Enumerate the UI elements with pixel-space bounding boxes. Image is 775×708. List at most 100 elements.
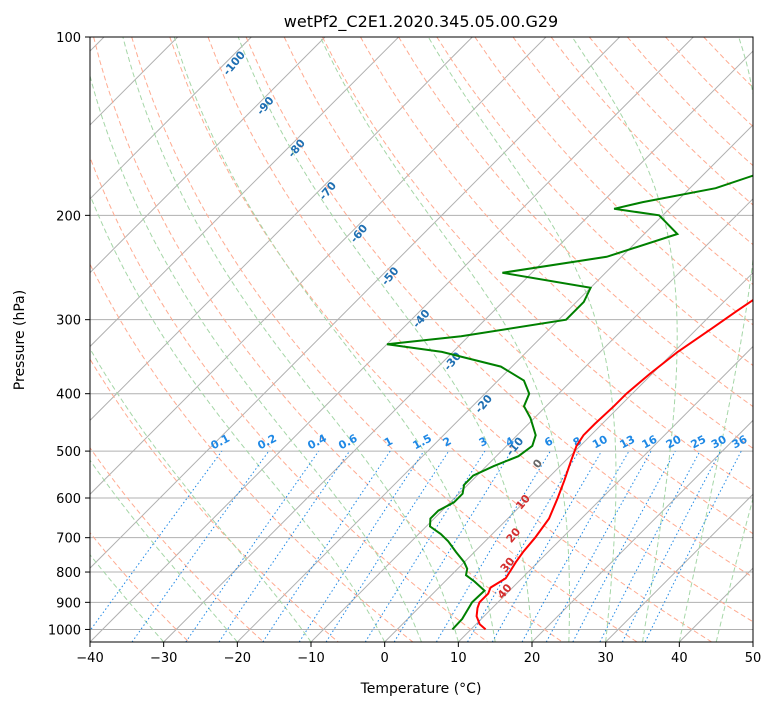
y-axis-label: Pressure (hPa) [12,290,28,390]
dry-adiabat [90,531,190,642]
dry-adiabat [474,37,753,326]
mixing-ratio-line [435,450,551,642]
mixing-ratio-line [644,450,742,642]
dry-adiabat [703,37,753,89]
x-tick-label: −10 [297,651,324,666]
dry-adiabat [90,263,414,642]
y-tick-label: 200 [56,209,81,224]
grid-layer: 0.1 0.2 0.4 0.6 1 1.5 2 3 4 6 8 10 13 16 20 25 30 36-100-… [90,37,753,642]
dry-adiabat [207,37,753,623]
plot-frame [89,36,754,643]
moist-adiabat-label: 20 [504,525,524,545]
mixing-ratio-line [545,450,652,642]
dry-adiabat [321,37,753,492]
moist-adiabat [237,37,533,642]
mixing-ratio-line [599,450,701,642]
moist-adiabat [90,74,422,642]
mixing-ratio-line [393,450,512,642]
mixing-ratio-line [90,450,223,632]
moist-adiabat [90,193,386,642]
dry-adiabat [245,37,753,578]
dry-adiabat [665,37,753,128]
isotherm [457,345,753,642]
moist-adiabat-label: 10 [513,492,533,512]
isotherm [90,37,473,422]
isotherm [531,419,753,642]
dry-adiabat [398,37,753,408]
mixing-ratio-label: 1 [382,434,395,449]
mixing-ratio-line [298,450,425,642]
y-tick-label: 400 [56,388,81,403]
dry-adiabat [169,37,712,642]
mixing-ratio-label: 30 [709,433,729,452]
x-tick-label: 10 [450,651,467,666]
y-tick-label: 100 [56,31,81,46]
y-tick-label: 500 [56,445,81,460]
dry-adiabat [90,358,339,642]
mixing-ratio-label: 36 [730,433,750,452]
isotherm [90,37,694,642]
moist-adiabat [715,496,753,642]
y-tick-label: 800 [56,566,81,581]
mixing-ratio-label: 25 [689,433,709,452]
dry-adiabat [436,37,753,367]
isotherm [678,567,753,642]
moist-adiabat [678,37,753,642]
y-tick-label: 600 [56,492,81,507]
dry-adiabat-label: -90 [254,94,277,118]
dry-adiabat-label: -40 [410,307,433,331]
isotherm [90,37,326,274]
isotherm [752,641,753,642]
x-tick-label: −30 [150,651,177,666]
isotherm [90,37,400,348]
mixing-ratio-line [218,450,351,642]
dry-adiabat [93,37,563,642]
x-tick-label: 30 [597,651,614,666]
dry-adiabat-label: -80 [285,136,308,160]
y-tick-label: 900 [56,596,81,611]
dry-adiabat [283,37,753,535]
moist-adiabat [319,37,570,642]
chart-title: wetPf2_C2E1.2020.345.05.00.G29 [284,12,558,32]
mixing-ratio-label: 0.1 [209,432,232,453]
x-tick-label: −40 [76,651,103,666]
y-tick-label: 700 [56,532,81,547]
mixing-ratio-label: 3 [477,434,490,449]
dry-adiabat [90,446,264,642]
mixing-ratio-label: 13 [618,433,638,452]
mixing-ratio-label: 0.4 [305,432,329,453]
moist-adiabat [90,347,312,642]
mixing-ratio-label: 10 [590,433,610,452]
isotherm [163,50,753,642]
mixing-ratio-label: 16 [640,433,660,452]
mixing-ratio-line [521,450,630,642]
dry-adiabat [588,37,753,206]
series-layer [386,174,753,631]
x-tick-label: 0 [381,651,389,666]
mixing-ratio-label: 2 [441,434,454,449]
isotherm [90,37,252,200]
isotherm [605,493,753,642]
x-tick-label: 40 [671,651,688,666]
isotherm [384,271,753,642]
mixing-ratio-line [185,450,320,642]
mixing-ratio-label: 1.5 [411,432,434,453]
mixing-ratio-line [325,450,450,642]
x-tick-label: 50 [745,651,762,666]
dry-adiabat [131,37,638,642]
isotherm [90,37,547,495]
x-tick-label: −20 [224,651,251,666]
mixing-ratio-line [467,450,580,642]
mixing-ratio-line [572,450,676,642]
moist-adiabat [90,459,238,642]
dry-adiabat-label: -20 [472,392,495,416]
dewpoint-trace [386,174,753,631]
isotherm [90,37,621,569]
y-tick-label: 300 [56,314,81,329]
x-tick-label: 20 [524,651,541,666]
mixing-ratio-line [131,450,270,642]
moist-adiabat [122,37,459,642]
temperature-trace [475,298,753,631]
mixing-ratio-line [262,450,391,642]
